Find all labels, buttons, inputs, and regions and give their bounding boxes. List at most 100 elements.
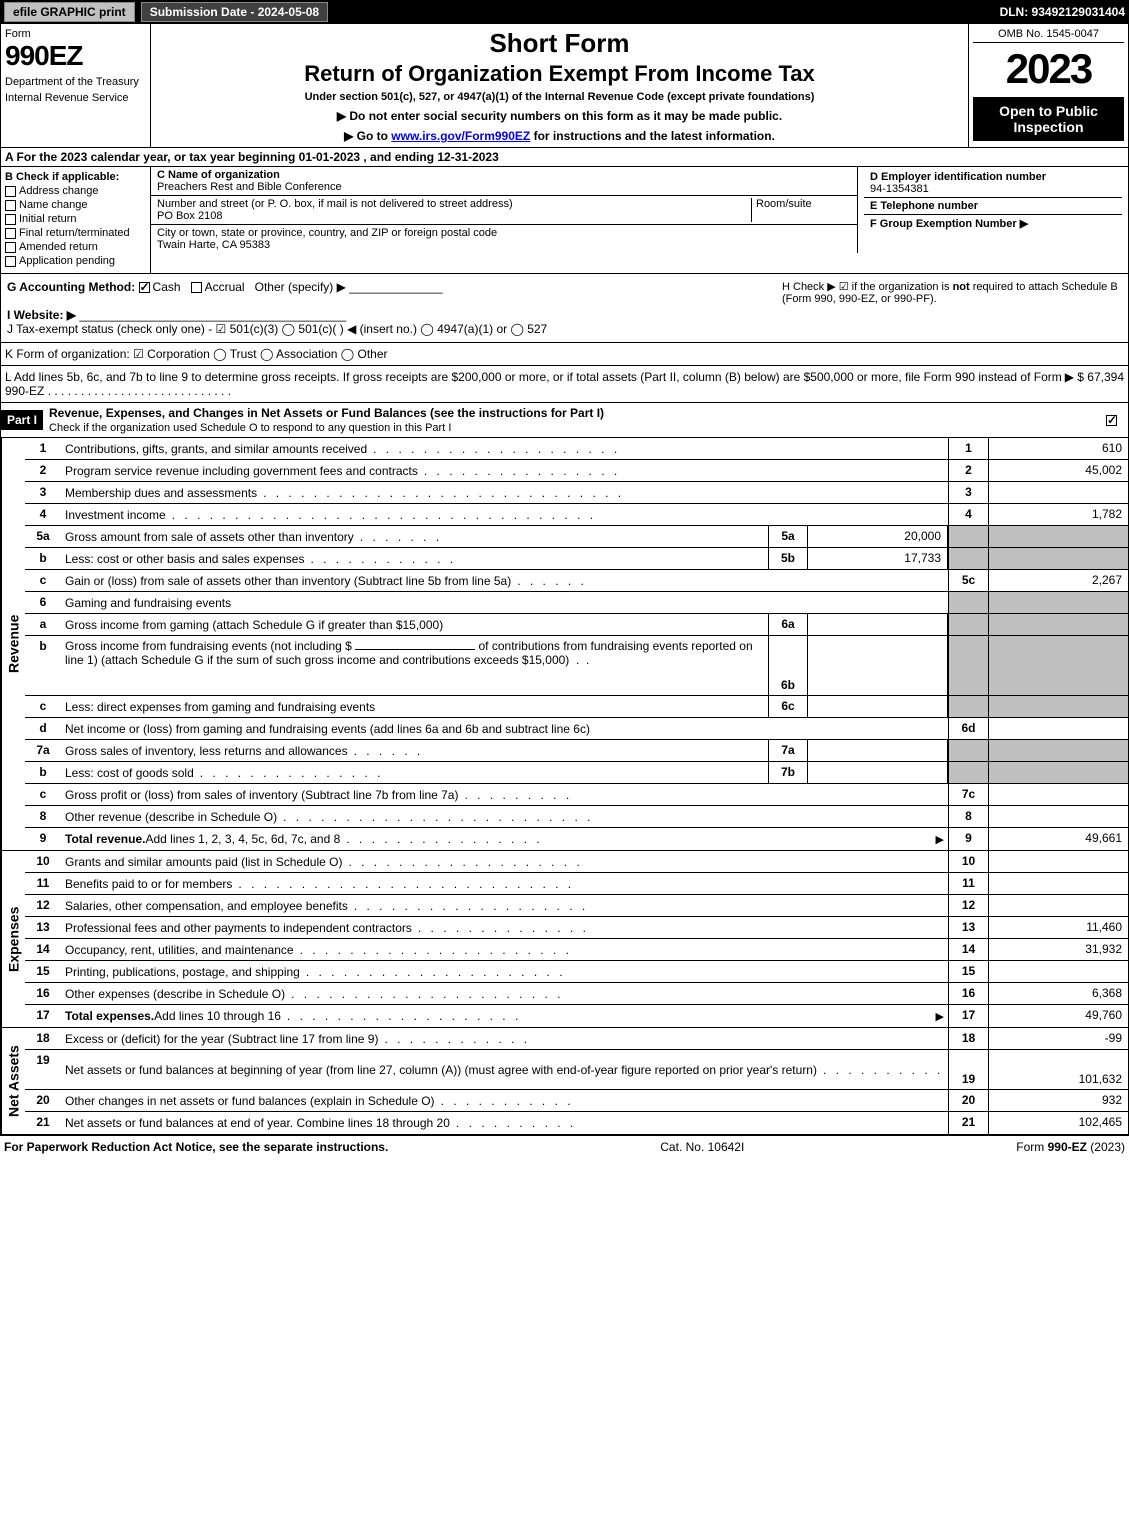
line-2: 2 Program service revenue including gove… — [25, 460, 1128, 482]
footer-left: For Paperwork Reduction Act Notice, see … — [4, 1140, 388, 1154]
line-1: 1 Contributions, gifts, grants, and simi… — [25, 438, 1128, 460]
section-c: C Name of organization Preachers Rest an… — [151, 167, 1128, 273]
c-city-label: City or town, state or province, country… — [157, 227, 497, 239]
org-city: Twain Harte, CA 95383 — [157, 239, 270, 251]
under-section: Under section 501(c), 527, or 4947(a)(1)… — [159, 91, 960, 103]
section-l: L Add lines 5b, 6c, and 7b to line 9 to … — [0, 366, 1129, 403]
section-d-label: D Employer identification number — [870, 171, 1046, 183]
section-f-label: F Group Exemption Number ▶ — [870, 218, 1028, 230]
footer-right: Form 990-EZ (2023) — [1016, 1140, 1125, 1154]
tax-year: 2023 — [973, 45, 1124, 93]
page-footer: For Paperwork Reduction Act Notice, see … — [0, 1135, 1129, 1158]
line-6d: d Net income or (loss) from gaming and f… — [25, 718, 1128, 740]
part1-header-row: Part I Revenue, Expenses, and Changes in… — [0, 403, 1129, 438]
ein-value: 94-1354381 — [870, 183, 929, 195]
submission-date-button[interactable]: Submission Date - 2024-05-08 — [141, 2, 328, 22]
chk-application-pending[interactable]: Application pending — [5, 255, 146, 267]
part1-schedule-o-chk[interactable] — [1098, 413, 1128, 427]
line-21: 21 Net assets or fund balances at end of… — [25, 1112, 1128, 1134]
return-title: Return of Organization Exempt From Incom… — [159, 61, 960, 87]
instr2-post: for instructions and the latest informat… — [530, 129, 775, 143]
irs-link[interactable]: www.irs.gov/Form990EZ — [391, 129, 530, 143]
chk-address-change[interactable]: Address change — [5, 185, 146, 197]
line-5b: b Less: cost or other basis and sales ex… — [25, 548, 1128, 570]
chk-name-change[interactable]: Name change — [5, 199, 146, 211]
efile-print-button[interactable]: efile GRAPHIC print — [4, 2, 135, 22]
instr-goto: ▶ Go to www.irs.gov/Form990EZ for instru… — [159, 129, 960, 143]
section-k: K Form of organization: ☑ Corporation ◯ … — [0, 343, 1129, 366]
line-14: 14 Occupancy, rent, utilities, and maint… — [25, 939, 1128, 961]
instr2-pre: ▶ Go to — [344, 129, 391, 143]
section-g-label: G Accounting Method: — [7, 280, 135, 294]
line-18: 18 Excess or (deficit) for the year (Sub… — [25, 1028, 1128, 1050]
revenue-section: Revenue 1 Contributions, gifts, grants, … — [0, 438, 1129, 851]
dln-label: DLN: 93492129031404 — [1000, 5, 1125, 19]
cash-label: Cash — [153, 280, 181, 294]
h-text3: (Form 990, 990-EZ, or 990-PF). — [782, 293, 937, 305]
line-3: 3 Membership dues and assessments. . . .… — [25, 482, 1128, 504]
form-label: Form — [5, 28, 146, 40]
room-suite-label: Room/suite — [756, 198, 812, 210]
footer-mid: Cat. No. 10642I — [660, 1140, 744, 1154]
chk-accrual[interactable] — [191, 282, 202, 293]
form-number: 990EZ — [5, 40, 146, 72]
netassets-section: Net Assets 18 Excess or (deficit) for th… — [0, 1028, 1129, 1135]
dept-irs: Internal Revenue Service — [5, 92, 146, 104]
other-label: Other (specify) ▶ — [255, 280, 346, 294]
chk-cash[interactable] — [139, 282, 150, 293]
header-mid: Short Form Return of Organization Exempt… — [151, 24, 968, 147]
c-name-label: C Name of organization — [157, 169, 280, 181]
h-text2: required to attach Schedule B — [970, 281, 1118, 293]
line-9: 9 Total revenue. Add lines 1, 2, 3, 4, 5… — [25, 828, 1128, 850]
line-19: 19 Net assets or fund balances at beginn… — [25, 1050, 1128, 1090]
bc-row: B Check if applicable: Address change Na… — [0, 167, 1129, 274]
line-5c: c Gain or (loss) from sale of assets oth… — [25, 570, 1128, 592]
chk-final-return[interactable]: Final return/terminated — [5, 227, 146, 239]
line-20: 20 Other changes in net assets or fund b… — [25, 1090, 1128, 1112]
section-i: I Website: ▶ — [7, 308, 76, 322]
line-8: 8 Other revenue (describe in Schedule O)… — [25, 806, 1128, 828]
open-public-badge: Open to Public Inspection — [973, 97, 1124, 141]
line-7b: b Less: cost of goods sold. . . . . . . … — [25, 762, 1128, 784]
l-text: L Add lines 5b, 6c, and 7b to line 9 to … — [5, 370, 1065, 398]
chk-amended-return[interactable]: Amended return — [5, 241, 146, 253]
expenses-section: Expenses 10 Grants and similar amounts p… — [0, 851, 1129, 1028]
chk-initial-return[interactable]: Initial return — [5, 213, 146, 225]
line-7a: 7a Gross sales of inventory, less return… — [25, 740, 1128, 762]
line-6b: b Gross income from fundraising events (… — [25, 636, 1128, 696]
top-bar: efile GRAPHIC print Submission Date - 20… — [0, 0, 1129, 24]
part1-sub: Check if the organization used Schedule … — [49, 422, 451, 434]
section-a: A For the 2023 calendar year, or tax yea… — [0, 148, 1129, 167]
form-header: Form 990EZ Department of the Treasury In… — [0, 24, 1129, 148]
line-15: 15 Printing, publications, postage, and … — [25, 961, 1128, 983]
header-left: Form 990EZ Department of the Treasury In… — [1, 24, 151, 147]
line-13: 13 Professional fees and other payments … — [25, 917, 1128, 939]
gh-row: G Accounting Method: Cash Accrual Other … — [0, 274, 1129, 343]
expenses-side-label: Expenses — [1, 851, 25, 1027]
line-6: 6 Gaming and fundraising events — [25, 592, 1128, 614]
revenue-side-label: Revenue — [1, 438, 25, 850]
header-right: OMB No. 1545-0047 2023 Open to Public In… — [968, 24, 1128, 147]
part1-badge: Part I — [1, 410, 43, 430]
part1-title: Revenue, Expenses, and Changes in Net As… — [43, 403, 1098, 437]
line-7c: c Gross profit or (loss) from sales of i… — [25, 784, 1128, 806]
line-6c: c Less: direct expenses from gaming and … — [25, 696, 1128, 718]
dept-treasury: Department of the Treasury — [5, 76, 146, 88]
h-text1: H Check ▶ ☑ if the organization is — [782, 281, 953, 293]
line-10: 10 Grants and similar amounts paid (list… — [25, 851, 1128, 873]
section-b: B Check if applicable: Address change Na… — [1, 167, 151, 273]
line-12: 12 Salaries, other compensation, and emp… — [25, 895, 1128, 917]
line-5a: 5a Gross amount from sale of assets othe… — [25, 526, 1128, 548]
section-j: J Tax-exempt status (check only one) - ☑… — [7, 322, 547, 336]
instr-ssn: ▶ Do not enter social security numbers o… — [159, 109, 960, 123]
section-e-label: E Telephone number — [870, 200, 978, 212]
org-name: Preachers Rest and Bible Conference — [157, 181, 342, 193]
l-amount: ▶ $ 67,394 — [1065, 370, 1124, 398]
line-17: 17 Total expenses. Add lines 10 through … — [25, 1005, 1128, 1027]
netassets-side-label: Net Assets — [1, 1028, 25, 1134]
line-16: 16 Other expenses (describe in Schedule … — [25, 983, 1128, 1005]
section-h: H Check ▶ ☑ if the organization is not r… — [782, 280, 1122, 336]
c-addr-label: Number and street (or P. O. box, if mail… — [157, 198, 513, 210]
line-11: 11 Benefits paid to or for members. . . … — [25, 873, 1128, 895]
line-4: 4 Investment income. . . . . . . . . . .… — [25, 504, 1128, 526]
